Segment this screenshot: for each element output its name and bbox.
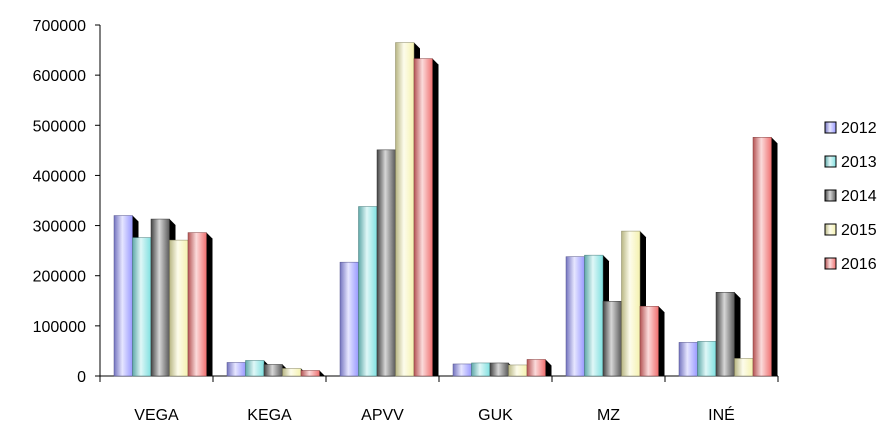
bar-mz-2013: [584, 254, 604, 377]
bar-mz-2014: [602, 301, 622, 377]
category-label: MZ: [597, 407, 620, 421]
bar-guk-2015: [508, 364, 528, 377]
y-tick-label: 200000: [33, 269, 86, 286]
bar-depth: [206, 232, 213, 376]
x-axis: VEGA KEGA APVV GUK MZ INÉ: [99, 375, 779, 421]
bar-guk-2016: [526, 359, 546, 377]
bars-layer: [113, 42, 778, 377]
bar-apvv-2013: [358, 206, 378, 377]
bar-depth: [734, 292, 741, 376]
bar-iné-2016: [752, 137, 772, 377]
bar-kega-2014: [263, 364, 283, 377]
legend-swatch: [824, 223, 837, 236]
bar-depth: [545, 359, 552, 376]
y-tick-label: 100000: [33, 319, 86, 336]
bar-depth: [658, 306, 665, 376]
bar-apvv-2014: [376, 149, 396, 377]
y-tick-label: 500000: [33, 118, 86, 135]
bar-iné-2015: [734, 358, 754, 377]
category-label: VEGA: [134, 407, 179, 421]
bar-vega-2015: [169, 239, 189, 377]
legend-label: 2014: [841, 188, 877, 205]
legend-swatch: [824, 189, 837, 202]
bar-iné-2013: [697, 341, 717, 377]
bar-vega-2012: [113, 215, 133, 377]
bar-guk-2014: [489, 362, 509, 377]
y-axis: 0 100000 200000 300000 400000 500000 600000 700…: [33, 18, 101, 386]
bar-depth: [771, 137, 778, 376]
bar-mz-2012: [565, 256, 585, 377]
bar-kega-2013: [245, 360, 265, 377]
bar-mz-2016: [639, 306, 659, 377]
bar-guk-2013: [471, 362, 491, 377]
bar-apvv-2012: [339, 261, 359, 377]
bar-vega-2016: [187, 232, 207, 377]
bar-kega-2016: [300, 370, 320, 377]
category-label: APVV: [361, 407, 404, 421]
bar-kega-2015: [282, 368, 302, 377]
category-label: INÉ: [708, 405, 735, 421]
legend-swatch: [824, 121, 837, 134]
legend-swatch: [824, 155, 837, 168]
bar-apvv-2015: [395, 42, 415, 377]
y-tick-label: 300000: [33, 219, 86, 236]
y-tick-label: 700000: [33, 18, 86, 35]
bar-guk-2012: [452, 363, 472, 377]
legend-label: 2015: [841, 222, 877, 239]
y-tick-label: 0: [77, 369, 86, 386]
bar-depth: [319, 370, 326, 377]
bar-vega-2014: [150, 218, 170, 377]
category-label: KEGA: [247, 407, 292, 421]
legend-label: 2016: [841, 256, 877, 273]
legend-label: 2012: [841, 120, 877, 137]
bar-iné-2014: [715, 292, 735, 377]
legend: 2012 2013 2014 2015 2016: [824, 120, 877, 273]
y-tick-label: 400000: [33, 168, 86, 185]
bar-depth: [432, 58, 439, 377]
bar-kega-2012: [226, 362, 246, 377]
bar-vega-2013: [132, 237, 152, 377]
legend-swatch: [824, 257, 837, 270]
category-label: GUK: [478, 407, 513, 421]
bar-iné-2012: [678, 342, 698, 377]
bar-apvv-2016: [413, 58, 433, 377]
y-tick-label: 600000: [33, 68, 86, 85]
bar-mz-2015: [621, 230, 641, 377]
legend-label: 2013: [841, 154, 877, 171]
